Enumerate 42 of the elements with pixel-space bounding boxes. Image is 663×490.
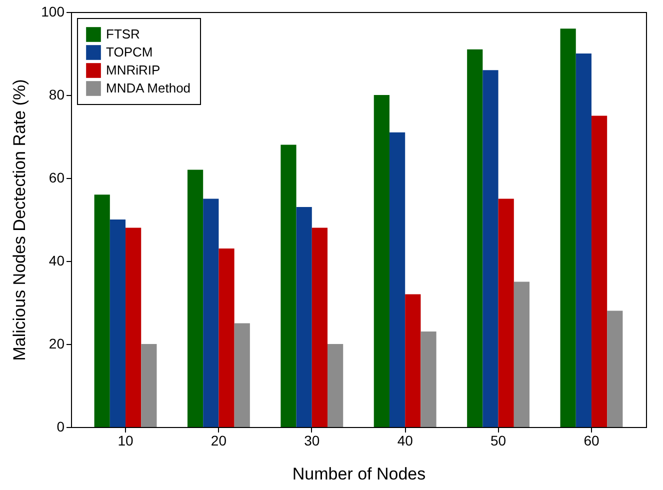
bar — [296, 207, 312, 427]
legend-label: FTSR — [106, 26, 140, 42]
x-tick-label: 10 — [118, 432, 134, 448]
bar — [110, 220, 126, 427]
bar — [467, 49, 483, 427]
bar — [141, 344, 157, 427]
bar — [234, 323, 250, 427]
y-axis-title: Malicious Nodes Dectection Rate (%) — [10, 79, 30, 361]
y-tick-label: 80 — [48, 86, 65, 102]
bar — [389, 132, 406, 427]
legend-label: TOPCM — [106, 44, 153, 60]
bar — [498, 198, 514, 427]
bar — [126, 228, 142, 427]
x-axis-title: Number of Nodes — [292, 464, 426, 484]
bar — [482, 70, 498, 427]
legend-label: MNDA Method — [106, 80, 191, 96]
bar — [187, 170, 204, 427]
y-tick-label: 0 — [56, 418, 65, 434]
bar — [218, 248, 234, 427]
legend-label: MNRiRIP — [106, 62, 160, 78]
bar — [560, 28, 576, 427]
y-tick-label: 60 — [48, 170, 65, 186]
bar — [405, 294, 421, 427]
bar — [374, 95, 390, 427]
x-tick-label: 50 — [490, 432, 506, 448]
y-tick-label: 100 — [41, 4, 65, 20]
x-tick-label: 30 — [304, 432, 320, 448]
y-tick-label: 20 — [48, 336, 65, 352]
bar — [328, 344, 344, 427]
bar — [203, 198, 219, 427]
bar — [576, 54, 592, 427]
x-tick-label: 20 — [210, 432, 227, 448]
bar — [280, 144, 296, 427]
bar — [514, 282, 530, 427]
bar — [420, 332, 436, 427]
bar — [607, 310, 623, 427]
x-tick-label: 60 — [584, 432, 600, 448]
bar — [591, 116, 608, 427]
y-tick-label: 40 — [48, 252, 65, 268]
x-tick-label: 40 — [397, 432, 414, 448]
bar — [94, 194, 110, 427]
bar — [312, 228, 328, 427]
